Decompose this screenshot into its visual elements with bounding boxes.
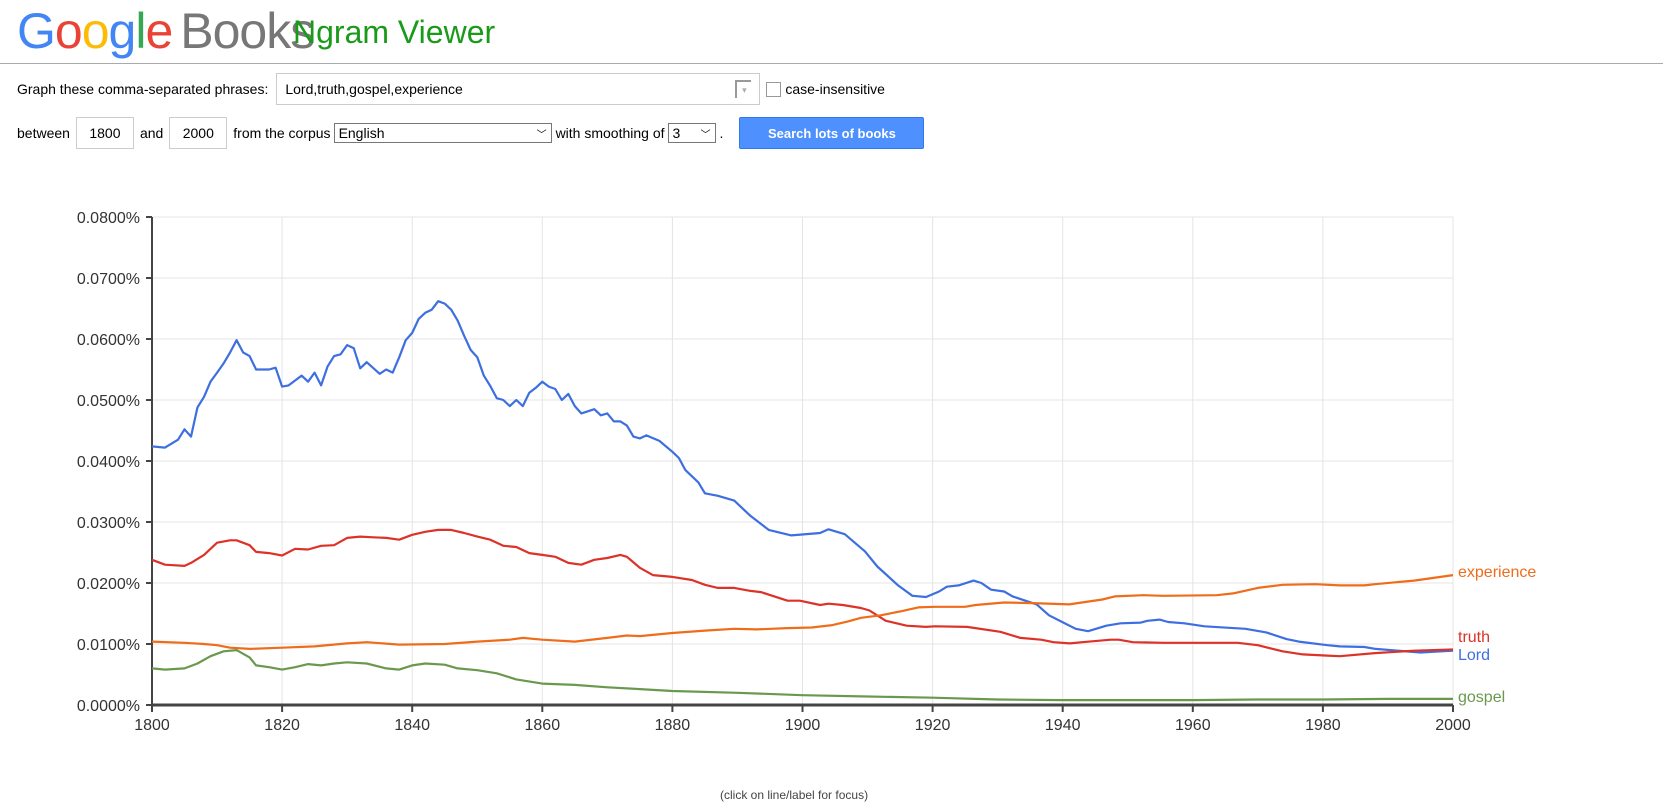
search-button[interactable]: Search lots of books <box>739 117 925 149</box>
y-tick-label: 0.0600% <box>77 332 140 349</box>
smoothing-label: with smoothing of <box>555 125 665 141</box>
series-label-experience[interactable]: experience <box>1458 564 1536 581</box>
x-tick-label: 1880 <box>655 717 691 734</box>
product-title[interactable]: Ngram Viewer <box>293 14 496 50</box>
x-tick-label: 1920 <box>915 717 951 734</box>
options-row: between 1800 and 2000 from the corpus En… <box>17 116 925 150</box>
series-line-truth[interactable] <box>151 528 1454 658</box>
phrases-label: Graph these comma-separated phrases: <box>17 81 269 97</box>
case-insensitive-label: case-insensitive <box>785 81 885 97</box>
series-label-truth[interactable]: truth <box>1458 629 1490 646</box>
and-label: and <box>139 125 164 141</box>
x-tick-label: 2000 <box>1435 717 1471 734</box>
smoothing-select[interactable]: 3 ﹀ <box>667 123 716 143</box>
input-dropdown-icon[interactable]: ▾ <box>735 80 752 98</box>
y-tick-label: 0.0700% <box>77 271 140 288</box>
phrases-row: Graph these comma-separated phrases: Lor… <box>17 72 885 106</box>
y-tick-label: 0.0200% <box>77 576 140 593</box>
header-divider <box>0 63 1663 64</box>
series-label-lord[interactable]: Lord <box>1458 647 1490 664</box>
series-line-experience[interactable] <box>151 574 1454 650</box>
series-line-gospel[interactable] <box>151 649 1453 702</box>
phrases-input[interactable]: Lord,truth,gospel,experience ▾ <box>276 73 761 105</box>
end-year-input[interactable]: 2000 <box>169 117 228 149</box>
y-tick-label: 0.0500% <box>77 393 140 410</box>
y-tick-label: 0.0100% <box>77 637 140 654</box>
y-tick-label: 0.0300% <box>77 515 140 532</box>
x-tick-label: 1940 <box>1045 717 1081 734</box>
chart-hint: (click on line/label for focus) <box>720 788 869 802</box>
chevron-down-icon: ﹀ <box>536 129 547 141</box>
x-tick-label: 1820 <box>264 717 300 734</box>
x-tick-label: 1900 <box>785 717 821 734</box>
series-label-gospel[interactable]: gospel <box>1458 689 1505 706</box>
corpus-value: English <box>338 125 385 141</box>
case-insensitive-checkbox[interactable] <box>766 81 782 97</box>
x-tick-label: 1980 <box>1305 717 1341 734</box>
between-label: between <box>17 125 70 141</box>
x-tick-label: 1840 <box>394 717 430 734</box>
start-year-input[interactable]: 1800 <box>75 117 134 149</box>
corpus-label: from the corpus <box>233 125 331 141</box>
phrases-value: Lord,truth,gospel,experience <box>285 81 463 97</box>
series-line-lord[interactable] <box>151 300 1454 654</box>
x-tick-label: 1960 <box>1175 717 1211 734</box>
period: . <box>719 125 724 141</box>
x-tick-label: 1800 <box>134 717 170 734</box>
y-tick-label: 0.0000% <box>77 698 140 715</box>
y-tick-label: 0.0800% <box>77 210 140 227</box>
google-books-logo[interactable]: Google Books <box>17 3 315 59</box>
chevron-down-icon: ﹀ <box>700 129 711 141</box>
x-tick-label: 1860 <box>525 717 561 734</box>
corpus-select[interactable]: English ﹀ <box>333 123 552 143</box>
smoothing-value: 3 <box>672 125 681 141</box>
y-tick-label: 0.0400% <box>77 454 140 471</box>
